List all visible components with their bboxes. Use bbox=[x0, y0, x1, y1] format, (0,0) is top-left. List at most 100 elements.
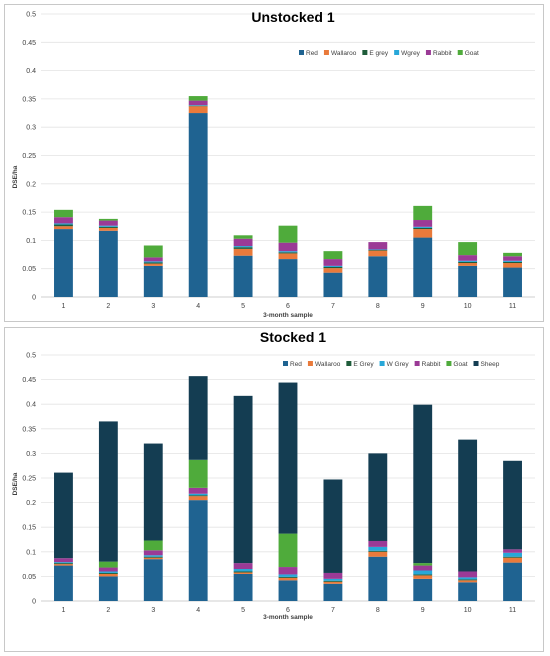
bar-segment-wgrey bbox=[98, 225, 118, 227]
bar-segment-rabbit bbox=[458, 255, 478, 261]
legend: Red Wallaroo E grey Wgrey Rabbit Goat bbox=[299, 50, 479, 57]
bar-segment-wgrey bbox=[143, 261, 163, 263]
bar-segment-e-grey bbox=[323, 267, 343, 269]
bar-segment-wgrey bbox=[278, 251, 298, 253]
y-tick-label: 0.25 bbox=[22, 476, 36, 483]
bar-segment-goat bbox=[503, 252, 522, 257]
bar-segment-red bbox=[458, 265, 478, 297]
bar-segment-goat bbox=[278, 533, 298, 568]
x-tick-label: 1 bbox=[62, 607, 66, 614]
bar-segment-e-grey bbox=[278, 576, 298, 578]
bar-segment-wallaroo bbox=[233, 248, 253, 256]
bar-segment-red bbox=[98, 230, 118, 297]
y-tick-label: 0 bbox=[32, 599, 36, 606]
bar-segment-rabbit bbox=[503, 256, 522, 261]
bar-segment-red bbox=[413, 578, 433, 601]
bar-segment-e-grey bbox=[233, 247, 253, 249]
bar-segment-e-grey bbox=[503, 556, 522, 558]
bar-segment-red bbox=[54, 565, 73, 601]
y-tick-label: 0.35 bbox=[22, 426, 36, 433]
y-tick-label: 0.25 bbox=[22, 153, 36, 160]
bar-segment-w-grey bbox=[188, 493, 208, 496]
bar-segment-red bbox=[233, 255, 253, 297]
legend-label: Wallaroo bbox=[331, 50, 357, 57]
bar-segment-red bbox=[413, 237, 433, 297]
y-axis-label: DSE/ha bbox=[12, 472, 19, 495]
y-tick-label: 0.3 bbox=[26, 451, 36, 458]
bar-segment-e-grey bbox=[188, 105, 208, 107]
bar-segment-wallaroo bbox=[188, 496, 208, 501]
bar-segment-red bbox=[143, 265, 163, 297]
bar-segment-rabbit bbox=[233, 563, 253, 570]
bar-segment-goat bbox=[323, 251, 343, 260]
y-tick-label: 0.2 bbox=[26, 500, 36, 507]
bar-segment-goat bbox=[98, 218, 118, 221]
y-tick-label: 0.15 bbox=[22, 525, 36, 532]
bar-segment-wallaroo bbox=[278, 577, 298, 581]
bar-segment-wgrey bbox=[413, 226, 433, 228]
bar-segment-e-grey bbox=[54, 563, 73, 565]
x-tick-label: 7 bbox=[331, 303, 335, 310]
bar-segment-wallaroo bbox=[458, 263, 478, 266]
bar-segment-rabbit bbox=[54, 217, 73, 224]
bar-segment-red bbox=[233, 573, 253, 601]
x-tick-label: 1 bbox=[62, 303, 66, 310]
bar-segment-rabbit bbox=[368, 242, 388, 250]
legend-swatch bbox=[457, 50, 463, 55]
bar-segment-e-grey bbox=[458, 261, 478, 264]
bar-segment-e-grey bbox=[413, 227, 433, 230]
legend-label: Rabbit bbox=[422, 361, 441, 368]
bar-segment-sheep bbox=[278, 382, 298, 534]
bar-segment-wallaroo bbox=[323, 268, 343, 273]
bar-segment-sheep bbox=[368, 453, 388, 541]
bar-segment-w-grey bbox=[54, 562, 73, 564]
y-tick-label: 0.15 bbox=[22, 210, 36, 217]
chart-title: Stocked 1 bbox=[260, 329, 326, 345]
x-tick-label: 3 bbox=[151, 303, 155, 310]
bar-segment-w-grey bbox=[323, 578, 343, 581]
bar-segment-red bbox=[278, 259, 298, 297]
y-tick-label: 0.2 bbox=[26, 181, 36, 188]
y-tick-label: 0.5 bbox=[26, 353, 36, 360]
bar-segment-wallaroo bbox=[368, 250, 388, 257]
x-tick-label: 10 bbox=[464, 303, 472, 310]
bar-segment-goat bbox=[143, 540, 163, 551]
x-tick-label: 3 bbox=[151, 607, 155, 614]
x-tick-label: 11 bbox=[509, 303, 516, 310]
bar-segment-rabbit bbox=[503, 549, 522, 553]
bar-segment-wallaroo bbox=[368, 551, 388, 557]
legend-swatch bbox=[323, 50, 329, 55]
bar-segment-wgrey bbox=[503, 260, 522, 262]
bar-segment-e-grey bbox=[143, 556, 163, 558]
chart-panel-stocked: 0 0.05 0.1 0.15 0.2 0.25 0.3 0.35 0.4 0.45 0.5 Stoc… bbox=[4, 327, 544, 652]
bar-segment-red bbox=[503, 267, 522, 297]
x-tick-label: 2 bbox=[106, 303, 110, 310]
bar-segment-red bbox=[278, 580, 298, 601]
legend-label: E grey bbox=[369, 50, 389, 57]
bar-segment-sheep bbox=[413, 404, 433, 564]
bar-segment-sheep bbox=[233, 395, 253, 564]
bar-segment-wallaroo bbox=[413, 229, 433, 238]
y-tick-label: 0.05 bbox=[22, 266, 36, 273]
x-axis-label: 3-month sample bbox=[263, 614, 313, 621]
bar-segment-goat bbox=[188, 459, 208, 488]
bar-segment-e-grey bbox=[98, 572, 118, 574]
y-tick-label: 0.05 bbox=[22, 574, 36, 581]
legend-label: Goat bbox=[465, 50, 479, 57]
bar-segment-sheep bbox=[503, 460, 522, 550]
bar-segment-wallaroo bbox=[503, 557, 522, 563]
bar-segment-rabbit bbox=[188, 100, 208, 106]
bar-segment-wallaroo bbox=[54, 226, 73, 230]
x-tick-label: 4 bbox=[196, 303, 200, 310]
bar-segment-red bbox=[188, 113, 208, 297]
bar-segment-goat bbox=[458, 242, 478, 256]
bar-segment-red bbox=[323, 272, 343, 297]
legend-swatch bbox=[446, 361, 452, 366]
bar-segment-e-grey bbox=[278, 252, 298, 254]
legend-label: Rabbit bbox=[433, 50, 452, 57]
bar-segment-e-grey bbox=[458, 579, 478, 581]
y-tick-label: 0.5 bbox=[26, 12, 36, 19]
bar-segment-w-grey bbox=[233, 569, 253, 572]
bar-segment-e-grey bbox=[143, 262, 163, 264]
bar-segment-w-grey bbox=[413, 570, 433, 575]
